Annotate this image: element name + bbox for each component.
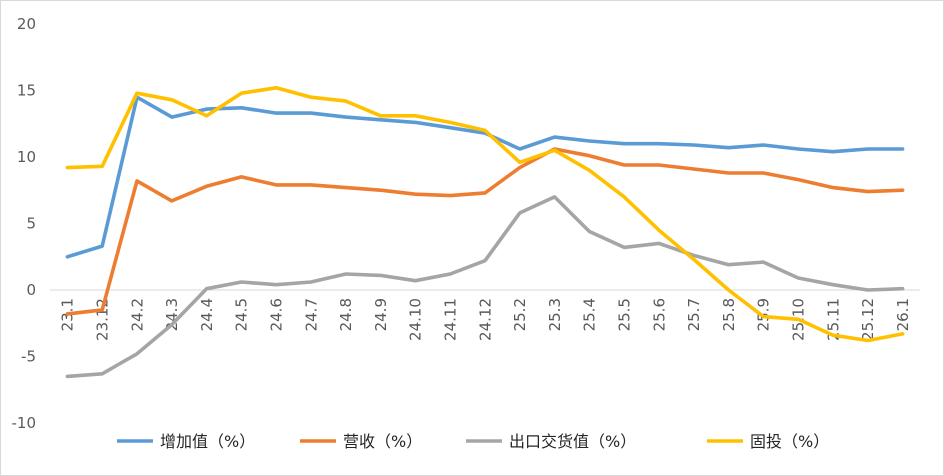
- series-line-3: [65, 195, 905, 379]
- legend-item: 固投（%）: [707, 432, 829, 451]
- legend-item: 营收（%）: [300, 432, 422, 451]
- legend-label: 固投（%）: [750, 432, 829, 451]
- x-tick-label: 25.4: [581, 298, 599, 331]
- y-tick-label: 0: [26, 281, 36, 299]
- y-tick-label: 15: [17, 82, 36, 100]
- x-tick-label: 25.2: [511, 298, 529, 331]
- x-tick-label: 25.6: [650, 298, 668, 331]
- series-line-4: [65, 86, 905, 343]
- x-tick-label: 25.7: [685, 298, 703, 331]
- series-line-1: [65, 95, 905, 259]
- x-tick-label: 24.10: [407, 298, 425, 341]
- y-tick-label: 10: [17, 148, 36, 166]
- y-tick-label: -5: [21, 348, 36, 366]
- x-tick-label: 24.4: [198, 298, 216, 331]
- y-tick-label: 20: [17, 15, 36, 33]
- x-tick-label: 24.6: [267, 298, 285, 331]
- legend-label: 增加值（%）: [160, 432, 255, 451]
- series-line-2: [65, 147, 905, 316]
- x-tick-label: 24.7: [302, 298, 320, 331]
- x-tick-label: 24.8: [337, 298, 355, 331]
- x-tick-label: 26.1: [894, 298, 912, 331]
- x-tick-label: 24.12: [476, 298, 494, 341]
- legend-item: 出口交货值（%）: [466, 432, 636, 451]
- x-tick-label: 24.3: [163, 298, 181, 331]
- y-tick-label: 5: [26, 215, 36, 233]
- x-tick-label: 24.2: [128, 298, 146, 331]
- x-tick-label: 25.5: [615, 298, 633, 331]
- x-tick-label: 25.8: [720, 298, 738, 331]
- x-tick-label: 25.12: [859, 298, 877, 341]
- x-tick-label: 24.5: [233, 298, 251, 331]
- legend-label: 出口交货值（%）: [509, 432, 636, 451]
- x-tick-label: 24.11: [441, 298, 459, 341]
- x-tick-label: 24.9: [372, 298, 390, 331]
- x-tick-label: 25.3: [546, 298, 564, 331]
- legend-item: 增加值（%）: [117, 432, 255, 451]
- legend-label: 营收（%）: [343, 432, 422, 451]
- y-tick-label: -10: [12, 414, 37, 432]
- x-tick-label: 25.11: [824, 298, 842, 341]
